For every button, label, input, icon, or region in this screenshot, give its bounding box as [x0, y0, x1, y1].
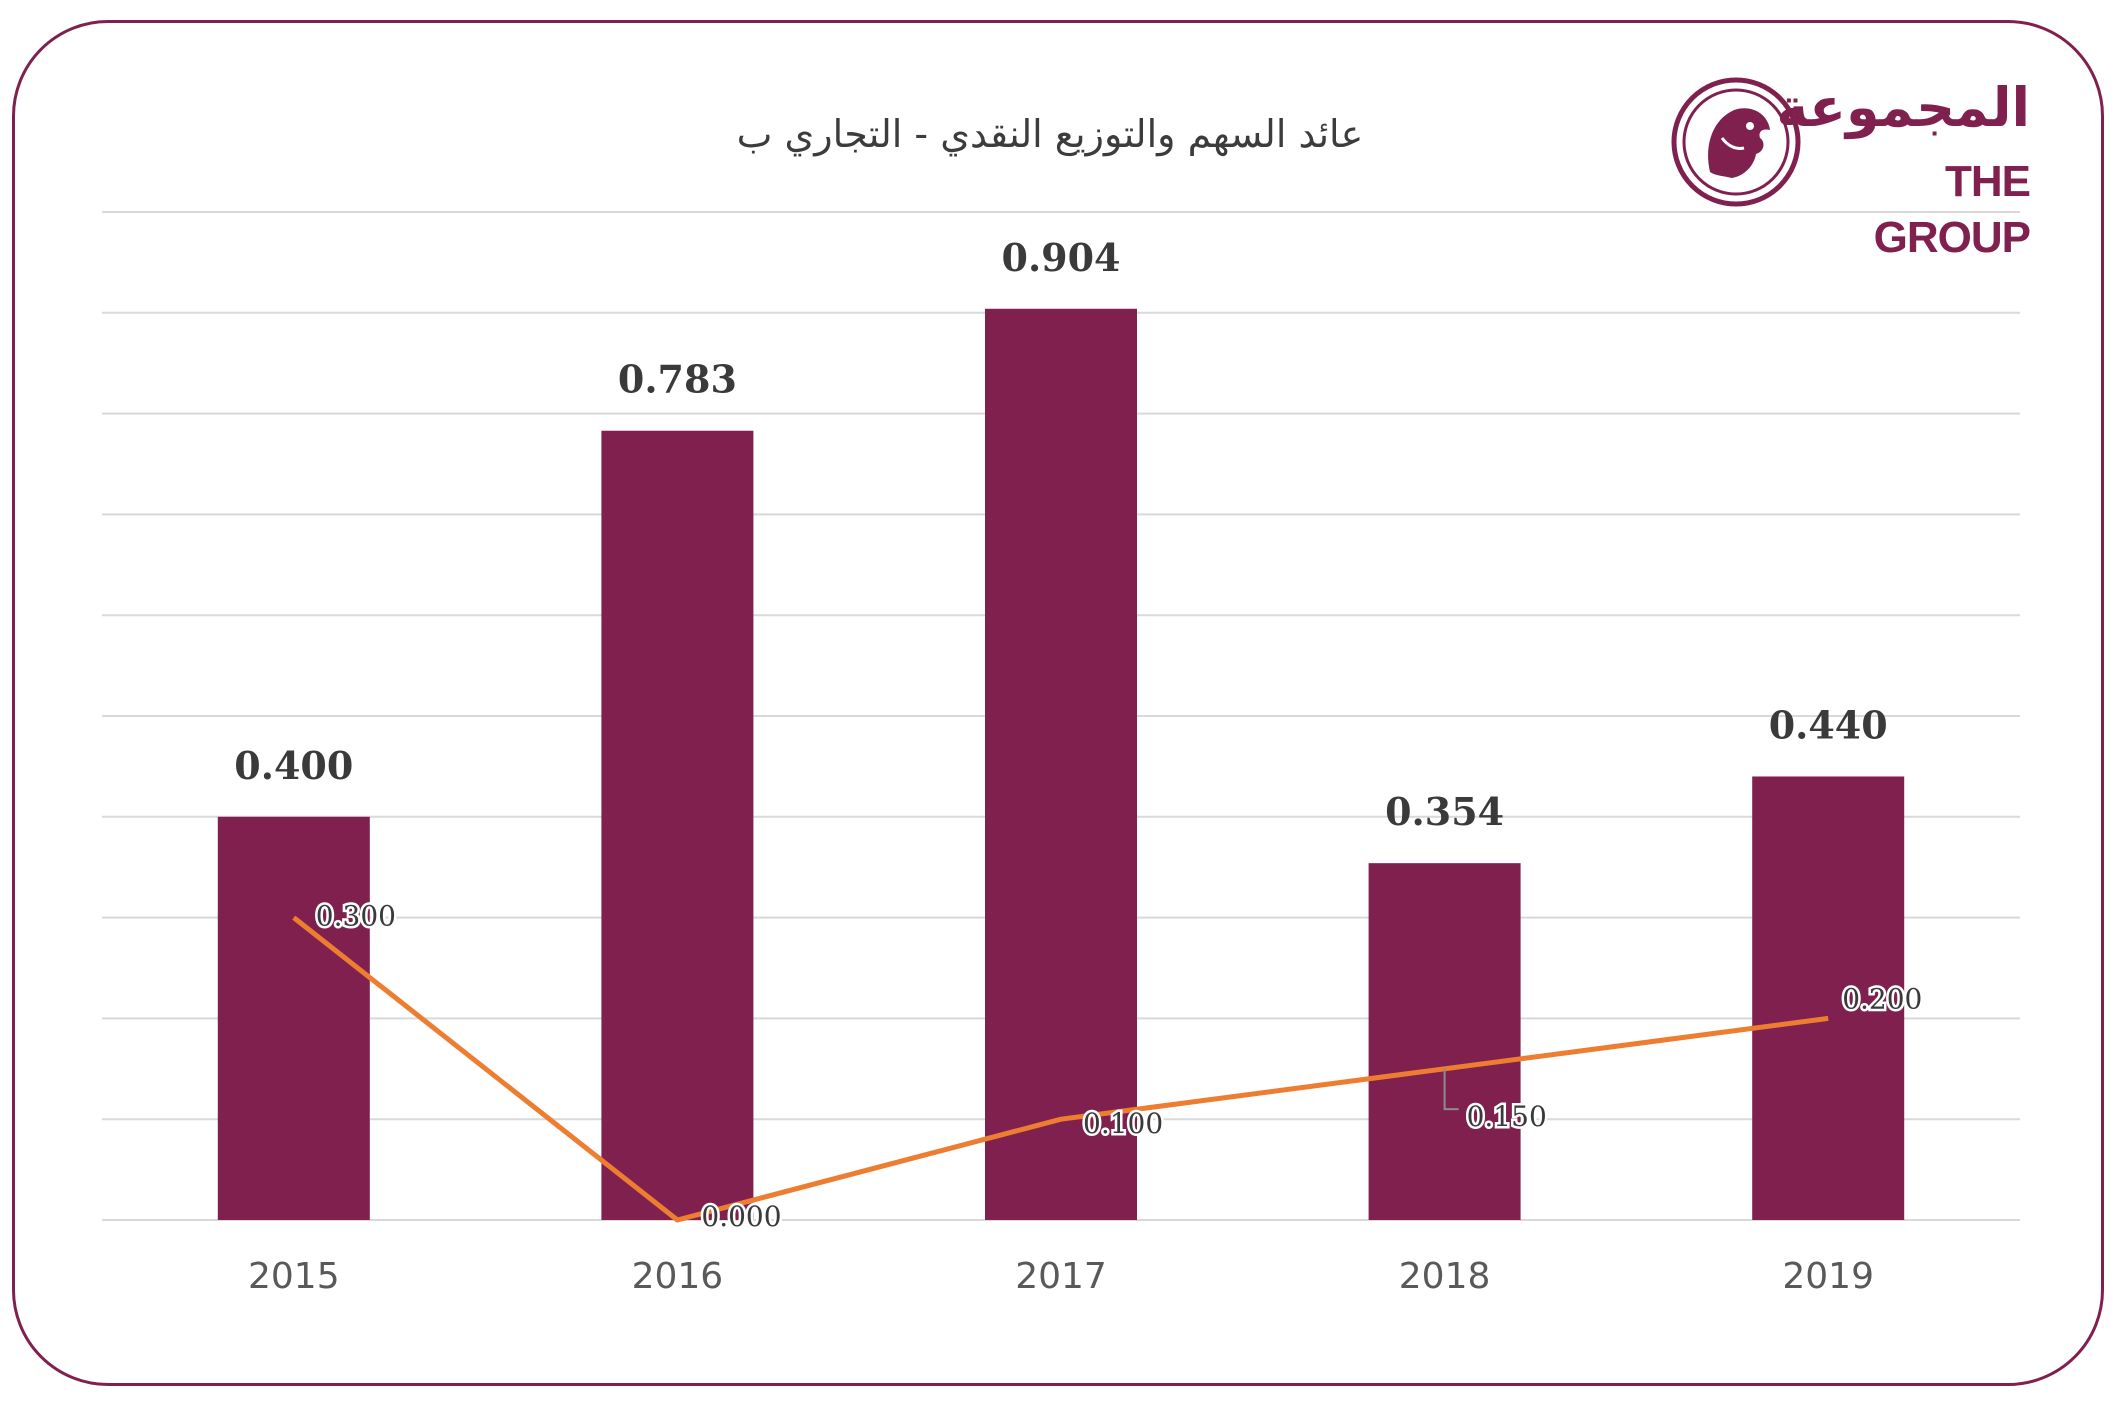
x-axis: 2015 2016 2017 2018 2019 [248, 1256, 1874, 1297]
data-labels: 0.400 0.783 0.904 0.354 0.440 0.300 0.000 0.100… [234, 235, 1925, 1236]
x-tick-label: 2019 [1782, 1256, 1874, 1297]
falcon-logo-icon [1671, 77, 1801, 207]
chart-frame [12, 20, 2104, 1386]
bar-value-label: 0.354 [1385, 789, 1504, 834]
x-tick-label: 2015 [248, 1256, 340, 1297]
company-logo: المجموعة THE GROUP [1670, 72, 2031, 262]
bar-value-label: 0.440 [1769, 702, 1888, 747]
line-value-label: 0.000 [701, 1200, 781, 1233]
leader-line [1443, 1068, 1459, 1111]
x-tick-label: 2017 [1015, 1256, 1107, 1297]
logo-english-text: THE GROUP [1873, 157, 2031, 262]
logo-arabic-text: المجموعة [1776, 76, 2030, 139]
line-value-label: 0.200 [1842, 982, 1922, 1015]
bar [985, 308, 1137, 1220]
line-value-label: 0.150 [1467, 1100, 1547, 1133]
x-tick-label: 2018 [1399, 1256, 1491, 1297]
bar [1368, 863, 1521, 1220]
x-tick-label: 2016 [632, 1256, 724, 1297]
line-value-label: 0.100 [1083, 1107, 1163, 1140]
bar [601, 430, 754, 1221]
chart-title: عائد السهم والتوزيع النقدي - التجاري ب [736, 112, 1364, 156]
bar-series [217, 308, 1905, 1221]
line-series [292, 915, 1829, 1223]
bar-value-label: 0.783 [618, 357, 737, 402]
bar [217, 816, 370, 1220]
bar-value-label: 0.904 [1002, 235, 1121, 280]
bar [1752, 776, 1905, 1220]
line-value-label: 0.300 [316, 900, 396, 933]
bar-value-label: 0.400 [234, 743, 353, 788]
